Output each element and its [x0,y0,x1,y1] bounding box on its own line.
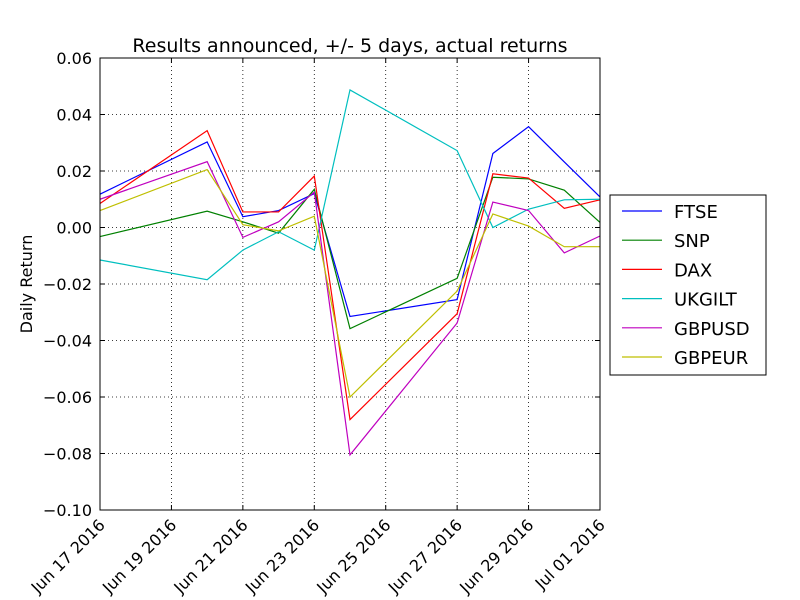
legend-label-gbpusd: GBPUSD [674,319,750,340]
y-tick-label: 0.06 [56,49,92,68]
series-lines [99,88,601,457]
series-line-gbpeur [99,168,600,399]
y-tick-label: 0.02 [56,162,92,181]
legend: FTSE SNP DAX UKGILT GBPUSD GBPEUR [609,194,767,376]
series-line-snp [99,176,601,330]
legend-label-dax: DAX [674,260,712,281]
y-tick-label: −0.04 [43,332,92,351]
y-tick-label: −0.08 [43,445,92,464]
series-line-ftse [99,125,601,318]
y-axis: −0.10 −0.08 −0.06 −0.04 −0.02 0.00 0.02 0.04 0.0… [43,49,600,520]
grid [100,58,600,510]
legend-label-ukgilt: UKGILT [674,290,738,311]
y-tick-label: −0.10 [43,501,92,520]
y-tick-label: 0.04 [56,106,92,125]
legend-label-snp: SNP [674,231,710,252]
legend-label-gbpeur: GBPEUR [674,348,748,369]
legend-box [609,194,767,376]
legend-items: FTSE SNP DAX UKGILT GBPUSD GBPEUR [622,202,750,369]
y-tick-label: 0.00 [56,219,92,238]
series-line-gbpusd [99,160,601,457]
series-line-ukgilt [99,88,601,281]
y-axis-label: Daily Return [17,235,36,334]
y-tick-label: −0.02 [43,275,92,294]
legend-label-ftse: FTSE [674,202,718,223]
chart-title: Results announced, +/- 5 days, actual re… [132,35,567,57]
series-line-dax [99,129,601,421]
y-tick-label: −0.06 [43,388,92,407]
